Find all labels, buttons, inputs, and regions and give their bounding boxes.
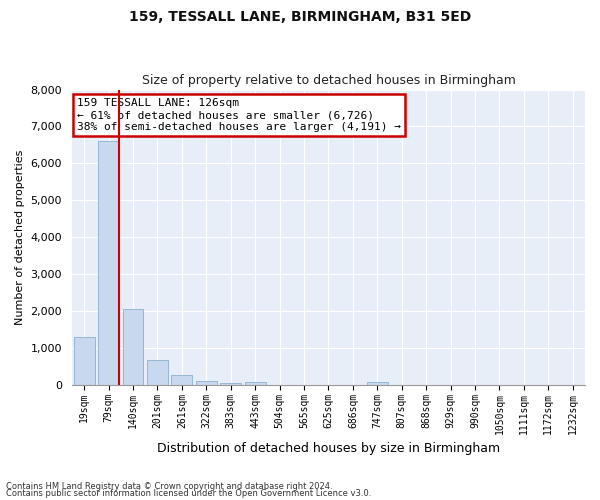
Bar <box>74 337 95 385</box>
Bar <box>98 141 119 385</box>
Bar <box>367 382 388 385</box>
X-axis label: Distribution of detached houses by size in Birmingham: Distribution of detached houses by size … <box>157 442 500 455</box>
Bar <box>172 374 192 385</box>
Bar <box>122 309 143 385</box>
Text: 159 TESSALL LANE: 126sqm
← 61% of detached houses are smaller (6,726)
38% of sem: 159 TESSALL LANE: 126sqm ← 61% of detach… <box>77 98 401 132</box>
Title: Size of property relative to detached houses in Birmingham: Size of property relative to detached ho… <box>142 74 515 87</box>
Text: Contains public sector information licensed under the Open Government Licence v3: Contains public sector information licen… <box>6 490 371 498</box>
Bar <box>147 360 168 385</box>
Text: Contains HM Land Registry data © Crown copyright and database right 2024.: Contains HM Land Registry data © Crown c… <box>6 482 332 491</box>
Bar <box>245 382 266 385</box>
Bar <box>220 382 241 385</box>
Text: 159, TESSALL LANE, BIRMINGHAM, B31 5ED: 159, TESSALL LANE, BIRMINGHAM, B31 5ED <box>129 10 471 24</box>
Bar <box>196 381 217 385</box>
Y-axis label: Number of detached properties: Number of detached properties <box>15 150 25 325</box>
